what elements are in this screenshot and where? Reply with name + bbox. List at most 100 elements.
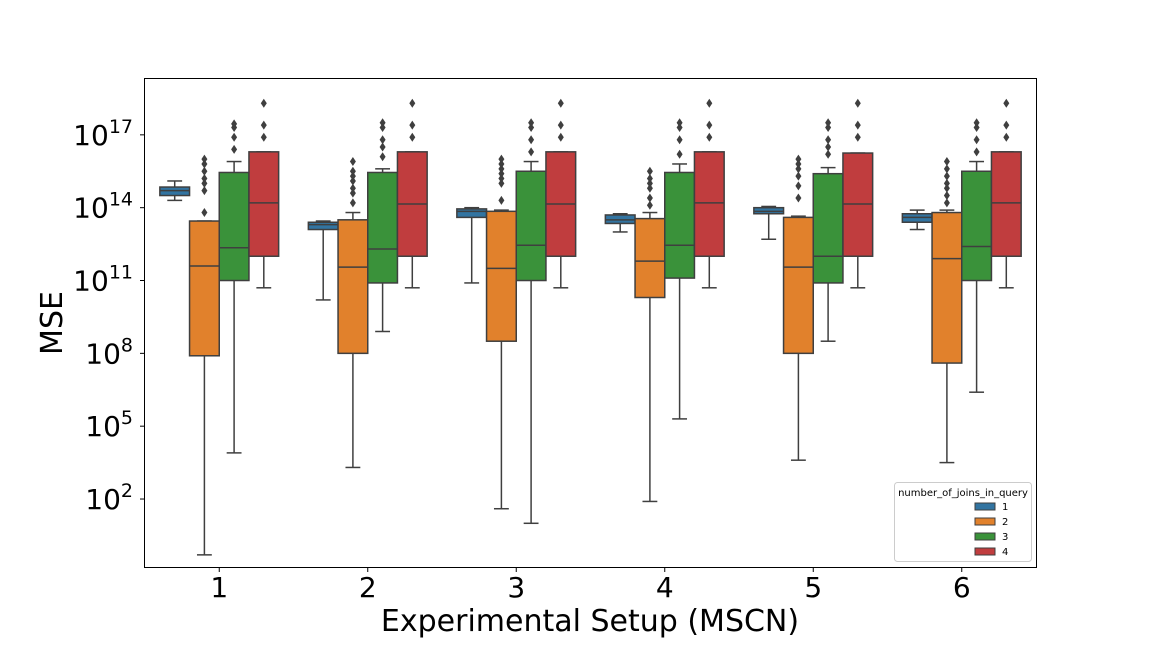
outlier-point: [646, 166, 653, 176]
outlier-point: [379, 123, 386, 133]
outlier-point: [557, 120, 564, 130]
outlier-point: [943, 183, 950, 193]
outlier-point: [854, 132, 861, 142]
y-tick-label: 108: [85, 334, 133, 370]
box-joins-4-setup-1: [248, 98, 280, 289]
box-joins-4-setup-2: [396, 98, 428, 289]
outlier-point: [943, 157, 950, 167]
box-joins-3-setup-3: [515, 118, 547, 525]
outlier-point: [231, 144, 238, 154]
outlier-point: [379, 142, 386, 152]
outlier-point: [379, 152, 386, 162]
legend: number_of_joins_in_query 1 2 3 4: [894, 482, 1032, 562]
outlier-point: [676, 135, 683, 145]
y-tick-label: 1014: [73, 189, 133, 225]
x-tick-label: 6: [953, 571, 971, 604]
outlier-point: [646, 183, 653, 193]
outlier-point: [349, 166, 356, 176]
outlier-point: [706, 132, 713, 142]
outlier-point: [528, 118, 535, 128]
outlier-point: [528, 135, 535, 145]
legend-label: 2: [1002, 517, 1008, 528]
y-axis: 102 105 108 1011 1014 1017: [73, 116, 145, 516]
outlier-point: [201, 166, 208, 176]
outlier-point: [528, 147, 535, 157]
x-tick-label: 1: [210, 571, 228, 604]
box-joins-2-setup-5: [782, 154, 814, 461]
outlier-point: [943, 171, 950, 181]
box-joins-3-setup-2: [367, 118, 399, 333]
outlier-point: [1003, 132, 1010, 142]
box-iqr: [456, 208, 488, 219]
outlier-point: [260, 120, 267, 130]
box-joins-3-setup-6: [961, 118, 993, 393]
box-iqr: [188, 220, 221, 357]
outlier-point: [825, 123, 832, 133]
y-axis-title: MSE: [35, 291, 70, 355]
box-joins-4-setup-5: [842, 98, 874, 289]
outlier-point: [349, 171, 356, 181]
outlier-point: [973, 147, 980, 157]
outlier-point: [676, 123, 683, 133]
outlier-point: [201, 174, 208, 184]
outlier-point: [825, 142, 832, 152]
outlier-point: [973, 118, 980, 128]
x-tick-label: 2: [359, 571, 377, 604]
x-axis: 1 2 3 4 5 6: [210, 567, 971, 604]
outlier-point: [498, 164, 505, 174]
outlier-point: [201, 159, 208, 169]
outlier-point: [646, 174, 653, 184]
y-tick-label: 1011: [73, 262, 133, 298]
outlier-point: [379, 118, 386, 128]
boxes-layer: [159, 98, 1022, 556]
outlier-point: [795, 171, 802, 181]
outlier-point: [349, 198, 356, 208]
outlier-point: [409, 98, 416, 108]
box-joins-1-setup-4: [604, 212, 636, 233]
box-iqr: [248, 151, 280, 257]
x-tick-label: 4: [656, 571, 674, 604]
legend-swatch: [974, 547, 996, 556]
legend-swatch: [974, 502, 996, 511]
outlier-point: [349, 176, 356, 186]
box-iqr: [782, 216, 814, 355]
box-iqr: [218, 171, 250, 282]
outlier-point: [646, 193, 653, 203]
y-tick-label: 1017: [73, 116, 133, 152]
outlier-point: [973, 135, 980, 145]
outlier-point: [409, 132, 416, 142]
legend-label: 4: [1002, 547, 1008, 558]
legend-title: number_of_joins_in_query: [898, 488, 1028, 499]
legend-swatch: [974, 532, 996, 541]
y-tick-label: 105: [85, 407, 133, 443]
outlier-point: [201, 178, 208, 188]
outlier-point: [854, 98, 861, 108]
outlier-point: [795, 193, 802, 203]
outlier-point: [201, 154, 208, 164]
outlier-point: [498, 169, 505, 179]
plot-area-frame: [144, 78, 1037, 568]
outlier-point: [943, 198, 950, 208]
outlier-point: [1003, 98, 1010, 108]
outlier-point: [498, 154, 505, 164]
outlier-point: [646, 178, 653, 188]
outlier-point: [676, 149, 683, 159]
outlier-point: [260, 98, 267, 108]
box-iqr: [961, 170, 993, 282]
box-iqr: [337, 219, 369, 355]
outlier-point: [706, 120, 713, 130]
outlier-point: [349, 157, 356, 167]
outlier-point: [409, 120, 416, 130]
outlier-point: [854, 120, 861, 130]
legend-swatch: [974, 517, 996, 526]
box-joins-1-setup-2: [307, 220, 339, 301]
outlier-point: [795, 164, 802, 174]
outlier-point: [260, 132, 267, 142]
box-joins-3-setup-1: [218, 119, 250, 454]
box-joins-2-setup-2: [337, 157, 369, 469]
legend-label: 3: [1002, 532, 1008, 543]
box-iqr: [634, 217, 666, 299]
x-axis-title: Experimental Setup (MSCN): [381, 604, 799, 639]
box-joins-2-setup-3: [485, 154, 517, 510]
